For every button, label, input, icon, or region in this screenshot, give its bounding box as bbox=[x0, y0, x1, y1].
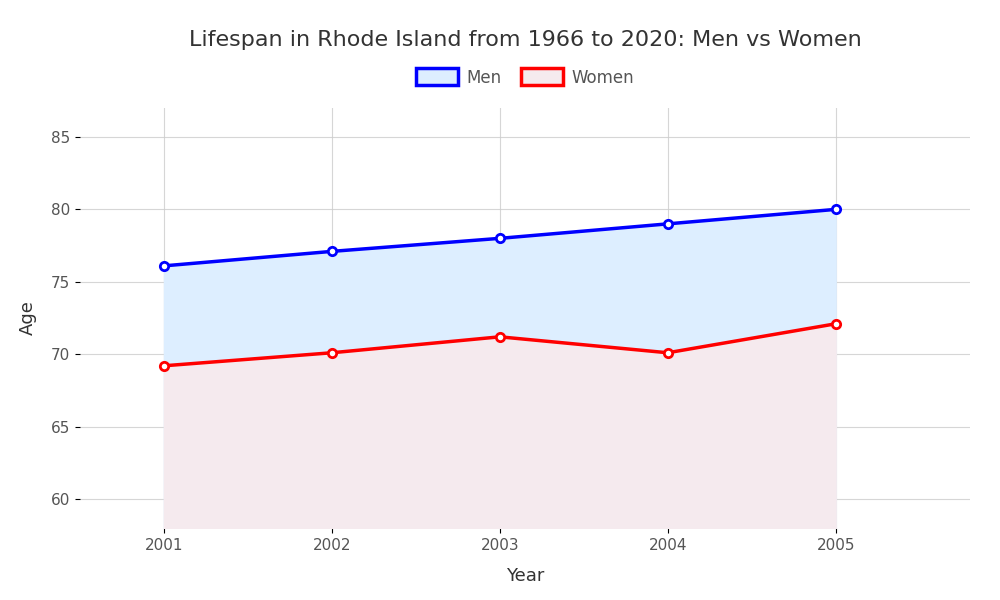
Legend: Men, Women: Men, Women bbox=[409, 62, 641, 93]
Title: Lifespan in Rhode Island from 1966 to 2020: Men vs Women: Lifespan in Rhode Island from 1966 to 20… bbox=[189, 29, 861, 49]
X-axis label: Year: Year bbox=[506, 566, 544, 584]
Y-axis label: Age: Age bbox=[19, 301, 37, 335]
